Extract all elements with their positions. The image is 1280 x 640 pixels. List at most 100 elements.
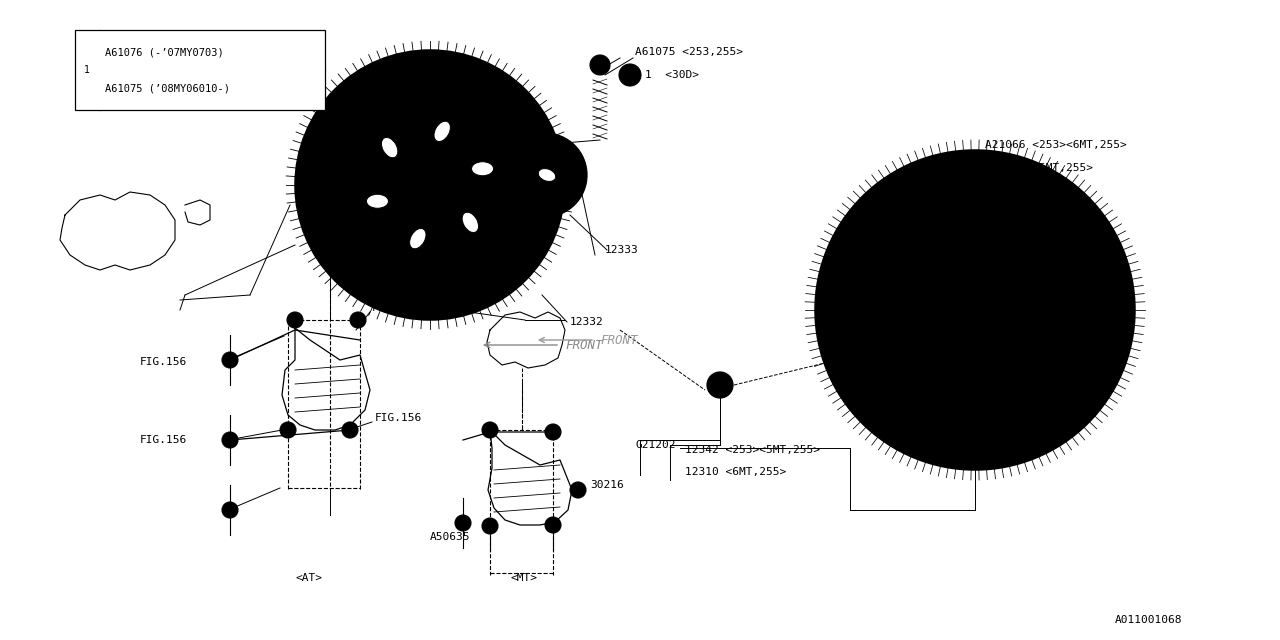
Circle shape [292, 317, 298, 323]
Text: 30216: 30216 [590, 480, 623, 490]
Circle shape [392, 199, 403, 211]
Circle shape [426, 231, 454, 259]
Circle shape [408, 163, 452, 207]
Ellipse shape [434, 121, 451, 141]
Circle shape [997, 280, 1007, 290]
Circle shape [570, 482, 586, 498]
Circle shape [287, 312, 303, 328]
Ellipse shape [381, 138, 398, 158]
Circle shape [928, 234, 945, 250]
Text: FIG.156: FIG.156 [140, 357, 187, 367]
Circle shape [943, 330, 952, 340]
Text: FIG.156: FIG.156 [372, 303, 420, 313]
Ellipse shape [471, 162, 494, 176]
Text: FRONT: FRONT [600, 333, 637, 346]
Circle shape [890, 302, 905, 318]
Circle shape [285, 427, 291, 433]
Circle shape [535, 165, 556, 185]
Text: G21202: G21202 [635, 440, 676, 450]
Text: A61075 (’08MY06010-): A61075 (’08MY06010-) [105, 83, 230, 93]
Circle shape [227, 357, 233, 363]
Circle shape [1005, 316, 1015, 326]
Text: FRONT: FRONT [564, 339, 603, 351]
Text: 12332: 12332 [570, 317, 604, 327]
Circle shape [545, 517, 561, 533]
Circle shape [815, 150, 1135, 470]
Circle shape [347, 427, 353, 433]
Circle shape [227, 437, 233, 443]
Text: <AT>: <AT> [294, 573, 323, 583]
Circle shape [1006, 234, 1021, 250]
Text: <MT>: <MT> [509, 573, 538, 583]
Circle shape [590, 55, 611, 75]
Text: 12342 <253><5MT,255>: 12342 <253><5MT,255> [685, 445, 820, 455]
Circle shape [545, 424, 561, 440]
Ellipse shape [410, 228, 426, 249]
Text: A41007 <5MT,255>: A41007 <5MT,255> [986, 163, 1093, 173]
Text: FIG.156: FIG.156 [375, 413, 422, 423]
Circle shape [294, 50, 564, 320]
Circle shape [349, 312, 366, 328]
Circle shape [1044, 302, 1061, 318]
Circle shape [550, 522, 556, 528]
Circle shape [920, 255, 1030, 365]
Text: A50635: A50635 [430, 532, 471, 542]
Circle shape [280, 422, 296, 438]
Text: 12333: 12333 [605, 245, 639, 255]
Circle shape [503, 133, 588, 217]
Circle shape [1032, 167, 1048, 183]
Text: 12310 <6MT,255>: 12310 <6MT,255> [685, 467, 786, 477]
Circle shape [457, 197, 470, 209]
Circle shape [955, 290, 995, 330]
Circle shape [550, 154, 558, 163]
Circle shape [390, 161, 403, 173]
Text: 1: 1 [627, 70, 632, 79]
Circle shape [342, 422, 358, 438]
Circle shape [1006, 369, 1021, 385]
Circle shape [531, 188, 539, 195]
Text: 1: 1 [84, 65, 90, 75]
Circle shape [221, 502, 238, 518]
Circle shape [355, 317, 361, 323]
Circle shape [454, 515, 471, 531]
Text: 1  <30D>: 1 <30D> [645, 70, 699, 80]
Circle shape [424, 141, 435, 153]
Text: FIG.156: FIG.156 [140, 435, 187, 445]
Circle shape [522, 171, 530, 179]
Text: A011001068: A011001068 [1115, 615, 1183, 625]
Text: A61076 (-’07MY0703): A61076 (-’07MY0703) [105, 47, 224, 57]
Circle shape [561, 171, 568, 179]
Circle shape [620, 64, 641, 86]
Circle shape [460, 520, 466, 526]
Circle shape [486, 427, 493, 433]
Circle shape [77, 60, 97, 80]
Text: A61075 <253,255>: A61075 <253,255> [635, 47, 742, 57]
Circle shape [978, 341, 988, 351]
Circle shape [517, 147, 573, 203]
Circle shape [934, 294, 945, 304]
Circle shape [961, 269, 972, 279]
Circle shape [870, 205, 1080, 415]
Circle shape [550, 429, 556, 435]
Circle shape [716, 380, 724, 390]
Ellipse shape [462, 212, 479, 232]
Ellipse shape [539, 168, 556, 181]
Ellipse shape [366, 195, 388, 208]
Circle shape [486, 523, 493, 529]
Circle shape [425, 217, 436, 229]
Circle shape [315, 70, 545, 300]
Circle shape [707, 372, 733, 398]
Circle shape [355, 110, 506, 260]
Circle shape [550, 188, 558, 195]
Circle shape [227, 507, 233, 513]
Bar [76, 30, 325, 110]
Circle shape [457, 159, 468, 172]
Circle shape [575, 487, 581, 493]
Circle shape [531, 154, 539, 163]
Text: A21066 <253><6MT,255>: A21066 <253><6MT,255> [986, 140, 1126, 150]
Circle shape [928, 369, 945, 385]
Circle shape [483, 518, 498, 534]
Circle shape [483, 422, 498, 438]
Circle shape [221, 352, 238, 368]
Circle shape [221, 432, 238, 448]
